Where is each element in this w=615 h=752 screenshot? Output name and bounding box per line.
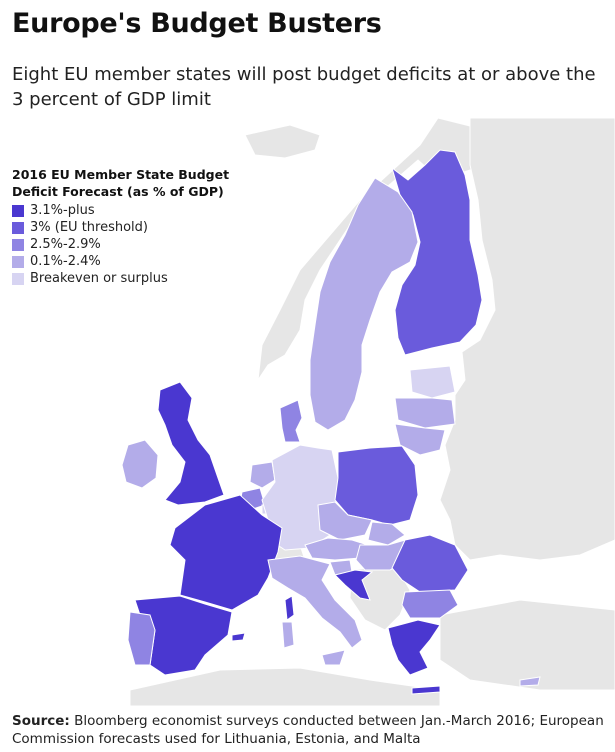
lithuania-country [394,423,446,456]
balearic-country [231,632,246,642]
legend-title: 2016 EU Member State Budget Deficit Fore… [12,167,230,199]
italy-country [267,555,363,649]
bulgaria-country [401,589,459,619]
estonia-country [409,365,456,399]
legend-swatch [12,238,24,251]
denmark-country [279,399,303,443]
crete-country [411,685,441,695]
netherlands-country [249,461,276,489]
slovakia-country [367,521,406,546]
source-label: Source: [12,713,70,729]
map-legend: 2016 EU Member State Budget Deficit Fore… [12,166,252,287]
eu-countries [121,149,541,695]
greece-country [387,619,441,676]
source-text: Bloomberg economist surveys conducted be… [12,713,604,747]
latvia-country [394,397,456,429]
legend-label: 0.1%-2.4% [30,254,101,269]
portugal-country [127,611,156,666]
ireland-country [121,439,159,489]
legend-swatch [12,221,24,234]
romania-country [391,534,469,593]
iceland-land [244,124,321,159]
russia-land [439,118,615,561]
legend-label: Breakeven or surplus [30,271,168,286]
finland-country [391,149,483,356]
europe-map [0,118,615,706]
legend-swatch [12,255,24,268]
turkey-land [439,599,615,691]
legend-swatch [12,272,24,285]
czech-country [317,501,373,541]
legend-item: 3% (EU threshold) [12,219,252,236]
legend-label: 3% (EU threshold) [30,220,148,235]
france-country [169,494,283,611]
map-subtitle: Eight EU member states will post budget … [12,64,596,110]
source-note: Source: Bloomberg economist surveys cond… [12,712,612,748]
legend-label: 2.5%-2.9% [30,237,101,252]
sicily-country [321,649,346,666]
legend-item: 2.5%-2.9% [12,236,252,253]
legend-swatch [12,204,24,217]
poland-country [334,445,419,526]
croatia-country [334,569,374,601]
north-africa-land [129,667,441,706]
sweden-country [309,177,419,431]
legend-label: 3.1%-plus [30,203,95,218]
legend-item: 3.1%-plus [12,202,252,219]
map-title: Europe's Budget Busters [12,8,382,39]
uk-country [157,381,225,506]
legend-item: 0.1%-2.4% [12,253,252,270]
legend-item: Breakeven or surplus [12,270,252,287]
corsica-country [284,595,295,621]
sardinia-country [281,621,295,649]
cyprus-country [519,676,541,687]
non-eu-land [129,118,615,706]
